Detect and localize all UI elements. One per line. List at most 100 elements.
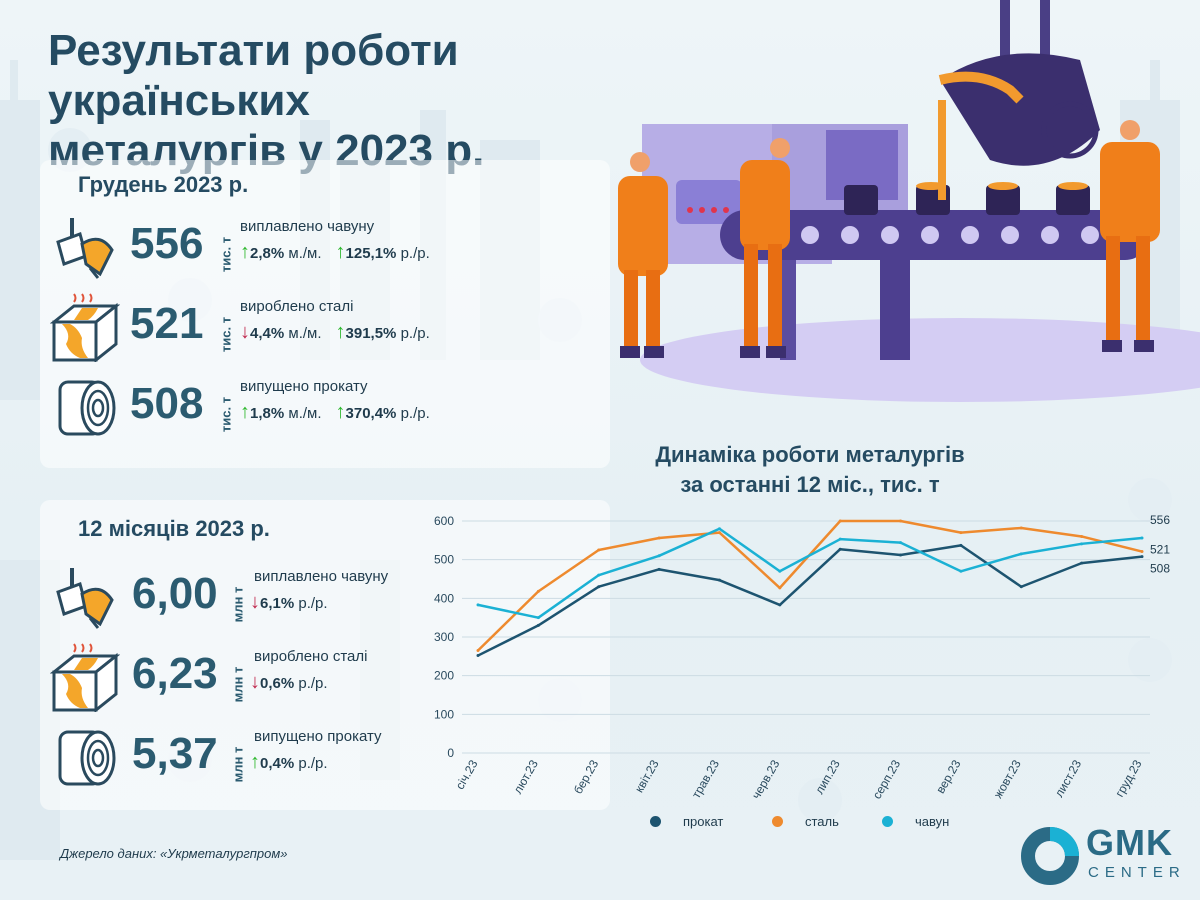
change-item: ↑1,8% м./м. — [240, 401, 322, 424]
arrow-down-icon: ↓ — [250, 591, 260, 613]
y-tick-label: 200 — [434, 669, 454, 683]
stat-unit: тис. т — [218, 236, 234, 273]
end-data-label: 521 — [1150, 543, 1170, 557]
logo-subtitle: CENTER — [1088, 864, 1186, 881]
y-tick-label: 600 — [434, 514, 454, 528]
change-value: 370,4% — [345, 405, 397, 422]
change-item: ↓4,4% м./м. — [240, 321, 322, 344]
data-point — [838, 537, 842, 541]
line-chart: 0 100 200 300 400 500 600 січ.23 лют.23 бер.23 кві… — [434, 513, 1170, 801]
stat-value: 508 — [130, 379, 204, 428]
data-point — [476, 649, 480, 653]
data-point — [959, 531, 963, 535]
data-point — [838, 547, 842, 551]
change-suffix: р./р. — [400, 405, 430, 422]
stat-label: випущено прокату — [254, 728, 382, 745]
data-point — [899, 519, 903, 523]
stat-changes: ↓0,6% р./р. — [250, 671, 342, 694]
stat-icon — [50, 372, 120, 442]
stat-icon — [50, 562, 120, 632]
change-value: 0,6% — [260, 675, 295, 692]
worker-middle — [740, 138, 790, 358]
arrow-up-icon: ↑ — [335, 321, 346, 343]
data-point — [778, 603, 782, 607]
december-panel — [40, 160, 610, 468]
x-tick-label: трав.23 — [689, 757, 722, 801]
legend-label: прокат — [683, 814, 724, 829]
legend-label: чавун — [915, 814, 950, 829]
title-line-1: Результати роботи українських — [48, 26, 459, 125]
stat-icon — [49, 292, 121, 364]
y-tick-label: 400 — [434, 591, 454, 605]
stat-value: 521 — [130, 299, 204, 348]
stat-icon — [49, 642, 121, 714]
x-tick-label: серп.23 — [870, 757, 904, 801]
change-item: ↑370,4% р./р. — [336, 401, 430, 424]
stat-label: виплавлено чавуну — [254, 568, 389, 585]
legend-dot — [772, 816, 783, 827]
series-line-2 — [477, 519, 1143, 652]
x-tick-label: жовт.23 — [991, 757, 1024, 800]
x-tick-label: вер.23 — [933, 757, 963, 796]
arrow-up-icon: ↑ — [240, 401, 250, 423]
change-value: 391,5% — [345, 325, 397, 342]
worker-left — [618, 152, 668, 358]
data-point — [1019, 585, 1023, 589]
data-point — [1140, 555, 1144, 559]
stat-unit: млн т — [230, 586, 246, 623]
data-point — [536, 623, 540, 627]
data-point — [717, 578, 721, 582]
worker-right — [1100, 120, 1160, 352]
change-value: 1,8% — [250, 405, 285, 422]
change-suffix: р./р. — [400, 325, 430, 342]
change-suffix: м./м. — [288, 245, 322, 262]
pig-iron-ladle-icon — [56, 218, 114, 279]
data-point — [1019, 526, 1023, 530]
change-value: 2,8% — [250, 245, 285, 262]
legend-item: чавун — [882, 814, 949, 829]
stat-icon — [50, 212, 120, 282]
change-value: 125,1% — [345, 245, 397, 262]
data-point — [899, 553, 903, 557]
change-item: ↑125,1% р./р. — [336, 241, 430, 264]
gmk-logo-icon — [1021, 827, 1079, 885]
data-point — [657, 567, 661, 571]
data-point — [657, 536, 661, 540]
stat-unit: млн т — [230, 746, 246, 783]
stat-label: випущено прокату — [240, 378, 368, 395]
stat-changes: ↓4,4% м./м. ↑391,5% р./р. — [240, 321, 444, 344]
data-point — [1019, 552, 1023, 556]
series-line-1 — [477, 544, 1143, 657]
stat-unit: млн т — [230, 666, 246, 703]
gmk-center-logo: GMK CENTER — [1020, 820, 1190, 890]
data-point — [959, 543, 963, 547]
stat-unit: тис. т — [218, 396, 234, 433]
data-point — [959, 569, 963, 573]
y-tick-label: 500 — [434, 553, 454, 567]
steel-bar-icon — [49, 293, 121, 364]
change-item: ↓6,1% р./р. — [250, 591, 328, 614]
year-title: 12 місяців 2023 р. — [78, 516, 270, 541]
steel-bar-icon — [49, 643, 121, 714]
arrow-down-icon: ↓ — [240, 321, 250, 343]
stat-changes: ↑1,8% м./м. ↑370,4% р./р. — [240, 401, 444, 424]
arrow-down-icon: ↓ — [250, 671, 260, 693]
legend-label: сталь — [805, 814, 839, 829]
legend-dot — [650, 816, 661, 827]
stat-label: виплавлено чавуну — [240, 218, 375, 235]
data-point — [1140, 550, 1144, 554]
data-point — [778, 569, 782, 573]
steel-coil-icon — [58, 730, 116, 786]
data-point — [657, 554, 661, 558]
chart-title-line-1: Динаміка роботи металургів — [655, 442, 965, 467]
x-tick-label: лют.23 — [511, 757, 542, 796]
y-tick-label: 0 — [447, 746, 454, 760]
x-tick-label: лист.23 — [1052, 757, 1085, 799]
data-point — [536, 589, 540, 593]
chart-title-line-2: за останні 12 міс., тис. т — [680, 472, 940, 497]
change-suffix: р./р. — [298, 675, 328, 692]
change-value: 0,4% — [260, 755, 295, 772]
x-tick-label: квіт.23 — [632, 757, 662, 795]
stat-changes: ↓6,1% р./р. — [250, 591, 342, 614]
stat-value: 556 — [130, 219, 204, 268]
